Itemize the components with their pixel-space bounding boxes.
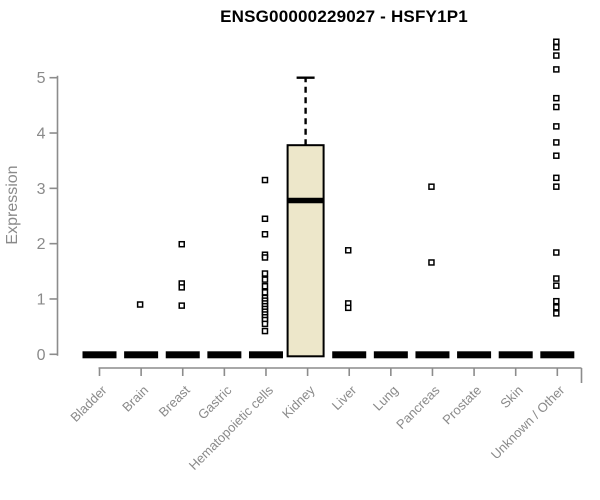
outlier-point-pancreas [428,183,435,190]
y-axis-title: Expression [4,165,21,244]
outlier-point-unknown-other [553,183,560,190]
outlier-point-brain [136,301,144,308]
median-line-kidney [287,197,324,204]
chart-title: ENSG00000229027 - HSFY1P1 [220,7,468,26]
x-tick-label-bladder: Bladder [67,382,110,425]
outlier-point-hematopoietic-cells [261,231,269,238]
x-tick-label-prostate: Prostate [439,383,484,428]
outlier-point-hematopoietic-cells [261,276,269,283]
x-tick-label-pancreas: Pancreas [393,382,443,432]
outlier-point-hematopoietic-cells [261,289,269,296]
outlier-point-unknown-other [553,103,560,111]
outlier-point-hematopoietic-cells [261,320,269,328]
y-tick-label: 2 [37,236,46,253]
outlier-point-breast [178,240,185,248]
zero-box-pancreas [415,351,450,359]
x-tick-label-unknown-other: Unknown / Other [488,382,568,462]
outlier-point-unknown-other [553,38,560,45]
outlier-point-unknown-other [553,44,560,51]
zero-box-hematopoietic-cells [248,351,283,359]
outlier-point-unknown-other [553,249,560,256]
outlier-point-unknown-other [553,139,560,146]
outlier-point-unknown-other [553,304,560,311]
zero-box-skin [498,351,533,359]
outlier-point-unknown-other [553,174,560,182]
x-tick-label-liver: Liver [329,382,360,413]
zero-box-liver [332,351,367,359]
outlier-point-unknown-other [553,297,560,305]
outlier-point-hematopoietic-cells [261,254,269,261]
outlier-point-unknown-other [553,123,560,130]
outlier-point-breast [178,302,185,309]
x-tick-label-kidney: Kidney [279,382,318,421]
y-tick-label: 1 [37,291,46,308]
outlier-point-hematopoietic-cells [261,176,269,184]
zero-box-unknown-other [540,351,575,359]
outlier-point-unknown-other [553,282,560,289]
y-tick-label: 5 [37,70,46,87]
zero-box-gastric [207,351,242,359]
outlier-point-unknown-other [553,275,560,282]
outlier-point-liver [344,304,352,312]
outlier-point-unknown-other [553,94,560,102]
outlier-point-unknown-other [553,52,560,59]
outlier-point-hematopoietic-cells [261,215,269,223]
zero-box-brain [124,351,159,359]
outlier-point-pancreas [428,259,435,266]
x-tick-label-skin: Skin [497,383,525,411]
outlier-point-liver [344,247,352,254]
zero-box-breast [165,351,200,359]
y-tick-label: 3 [37,181,46,198]
outlier-point-unknown-other [553,66,560,73]
zero-box-bladder [82,351,117,359]
zero-box-lung [373,351,408,359]
y-tick-label: 0 [37,347,46,364]
outlier-point-hematopoietic-cells [261,270,269,277]
outlier-point-breast [178,284,185,291]
zero-box-prostate [457,351,492,359]
x-tick-label-brain: Brain [119,383,151,415]
outlier-point-unknown-other [553,310,560,317]
x-tick-label-breast: Breast [156,382,193,419]
outlier-point-hematopoietic-cells [261,327,269,335]
outlier-point-hematopoietic-cells [261,283,269,290]
y-tick-label: 4 [37,126,46,143]
x-tick-label-gastric: Gastric [195,382,235,422]
box-kidney [286,144,325,358]
outlier-point-unknown-other [553,152,560,159]
x-tick-label-lung: Lung [370,383,401,414]
